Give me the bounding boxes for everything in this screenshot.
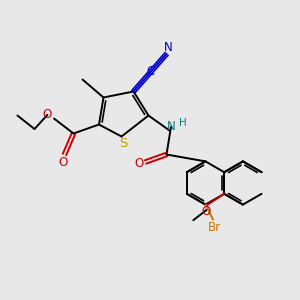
Text: C: C [147,65,155,79]
Text: O: O [202,205,211,218]
Text: O: O [43,108,52,122]
Text: O: O [134,157,143,170]
Text: Br: Br [208,220,221,234]
Text: N: N [167,120,176,134]
Text: N: N [164,41,172,54]
Text: O: O [58,155,68,169]
Text: H: H [179,118,187,128]
Text: S: S [119,136,127,150]
